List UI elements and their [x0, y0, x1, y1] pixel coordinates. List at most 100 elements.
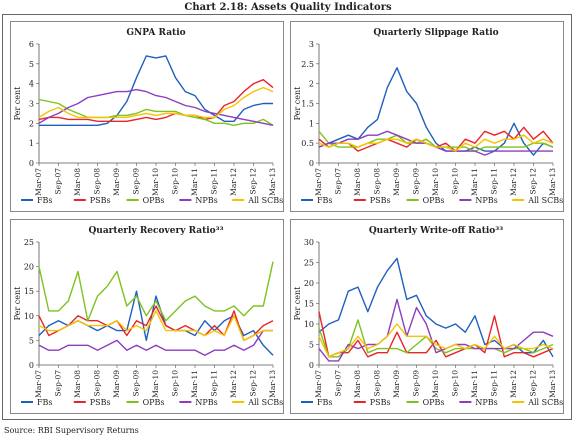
x-tick-label: Mar-13	[268, 168, 277, 196]
x-tick-label: Mar-13	[268, 370, 277, 398]
legend-label: NPBs	[475, 196, 497, 205]
x-tick-label: Sep-10	[451, 370, 460, 397]
legend-label: FBs	[37, 196, 53, 205]
x-tick-label: Mar-12	[509, 370, 518, 398]
x-tick-label: Sep-11	[210, 168, 219, 194]
y-tick-label: 15	[24, 287, 34, 296]
recovery-ratio-chart: Quarterly Recovery Ratio³³ Per cent 0 5 10 15…	[10, 219, 284, 414]
x-tick-label: Sep-10	[171, 168, 180, 195]
y-axis-label: Per cent	[13, 286, 22, 320]
y-axis-label: Per cent	[293, 86, 302, 120]
legend-label: OPBs	[143, 196, 165, 205]
x-tick-label: Mar-11	[190, 168, 199, 196]
x-tick-label: Mar-07	[314, 168, 323, 196]
series-line-psbs	[38, 79, 274, 123]
x-tick-label: Mar-12	[229, 370, 238, 398]
x-tick-label: Sep-09	[132, 168, 141, 195]
legend-label: All SCBs	[527, 398, 563, 407]
x-tick-label: Sep-09	[412, 370, 421, 397]
x-tick-label: Sep-08	[373, 168, 382, 195]
y-tick-label: 25	[24, 238, 34, 247]
x-tick-label: Mar-12	[509, 168, 518, 196]
chart-frame: GNPA Ratio Per cent 0 1 2 3 4 5 6 Mar-07 Sep-07 Mar…	[2, 14, 572, 420]
y-tick-label: 10	[24, 312, 34, 321]
x-tick-label: Mar-10	[151, 168, 160, 196]
legend-label: All SCBs	[527, 196, 563, 205]
y-tick-label: 5	[29, 60, 34, 69]
chart-title: Quarterly Write-off Ratio³³	[369, 226, 503, 236]
x-tick-label: Sep-12	[249, 370, 258, 397]
series-line-all-scbs	[38, 86, 274, 119]
y-tick-label: 25	[304, 259, 314, 268]
legend-label: All SCBs	[247, 398, 283, 407]
x-tick-label: Sep-12	[529, 370, 538, 397]
y-tick-label: 2.5	[301, 60, 314, 69]
y-tick-label: 2	[309, 80, 314, 89]
x-tick-label: Mar-09	[392, 168, 401, 196]
legend-label: OPBs	[423, 398, 445, 407]
y-tick-label: 1	[29, 139, 34, 148]
x-tick-label: Mar-08	[353, 370, 362, 398]
series-line-opbs	[38, 261, 274, 322]
y-tick-label: 2	[29, 119, 34, 128]
series-line-psbs	[318, 311, 554, 358]
y-tick-label: 5	[29, 336, 34, 345]
x-tick-label: Sep-08	[93, 168, 102, 195]
y-tick-label: 3	[309, 40, 314, 49]
y-tick-label: 6	[29, 40, 34, 49]
chart-svg: Quarterly Write-off Ratio³³ Per cent 0 5 10 1…	[293, 226, 563, 407]
series-line-all-scbs	[318, 323, 554, 358]
legend-label: FBs	[317, 196, 333, 205]
x-tick-label: Sep-11	[210, 370, 219, 396]
x-tick-label: Mar-09	[392, 370, 401, 398]
gnpa-ratio-chart: GNPA Ratio Per cent 0 1 2 3 4 5 6 Mar-07 Sep-07 Mar…	[10, 21, 284, 212]
legend-label: All SCBs	[247, 196, 283, 205]
y-tick-label: 15	[304, 300, 314, 309]
chart-svg: Quarterly Slippage Ratio Per cent 0 0.5 1 1.5…	[293, 28, 563, 205]
legend-label: FBs	[37, 398, 53, 407]
x-tick-label: Mar-07	[314, 370, 323, 398]
x-tick-label: Sep-09	[132, 370, 141, 397]
x-tick-label: Mar-12	[229, 168, 238, 196]
y-tick-label: 20	[24, 263, 34, 272]
x-tick-label: Mar-11	[470, 370, 479, 398]
series-line-npbs	[318, 298, 554, 362]
x-tick-label: Mar-10	[151, 370, 160, 398]
chart-title: Quarterly Slippage Ratio	[373, 28, 498, 38]
x-tick-label: Mar-08	[73, 370, 82, 398]
y-tick-label: 0.5	[301, 139, 314, 148]
x-tick-label: Sep-08	[93, 370, 102, 397]
series-line-all-scbs	[318, 134, 554, 152]
x-tick-label: Mar-08	[353, 168, 362, 196]
slippage-ratio-chart: Quarterly Slippage Ratio Per cent 0 0.5 1 1.5…	[290, 21, 564, 212]
write-off-ratio-chart: Quarterly Write-off Ratio³³ Per cent 0 5 10 1…	[290, 219, 564, 414]
x-tick-label: Sep-09	[412, 168, 421, 195]
legend-label: OPBs	[143, 398, 165, 407]
x-tick-label: Sep-10	[451, 168, 460, 195]
series-line-npbs	[38, 329, 273, 356]
x-tick-label: Mar-07	[34, 370, 43, 398]
x-tick-label: Sep-07	[54, 370, 63, 397]
y-tick-label: 30	[304, 238, 314, 247]
x-tick-label: Mar-11	[190, 370, 199, 398]
legend-label: NPBs	[195, 398, 217, 407]
chart-svg: Quarterly Recovery Ratio³³ Per cent 0 5 10 15…	[13, 226, 283, 407]
y-tick-label: 0	[29, 361, 34, 370]
x-tick-label: Mar-10	[431, 168, 440, 196]
y-tick-label: 4	[29, 80, 34, 89]
x-tick-label: Mar-13	[548, 370, 557, 398]
y-tick-label: 0	[309, 361, 314, 370]
chart-svg: GNPA Ratio Per cent 0 1 2 3 4 5 6 Mar-07 Sep-07 Mar…	[13, 28, 283, 205]
x-tick-label: Sep-12	[529, 168, 538, 195]
y-tick-label: 5	[309, 341, 314, 350]
y-tick-label: 3	[29, 100, 34, 109]
y-tick-label: 1	[309, 119, 314, 128]
x-tick-label: Mar-11	[470, 168, 479, 196]
x-tick-label: Sep-08	[373, 370, 382, 397]
x-tick-label: Sep-07	[334, 370, 343, 397]
legend-label: PSBs	[370, 196, 391, 205]
series-line-opbs	[38, 98, 274, 127]
series-line-all-scbs	[38, 310, 273, 342]
series-line-psbs	[38, 305, 274, 342]
x-tick-label: Sep-11	[490, 168, 499, 194]
